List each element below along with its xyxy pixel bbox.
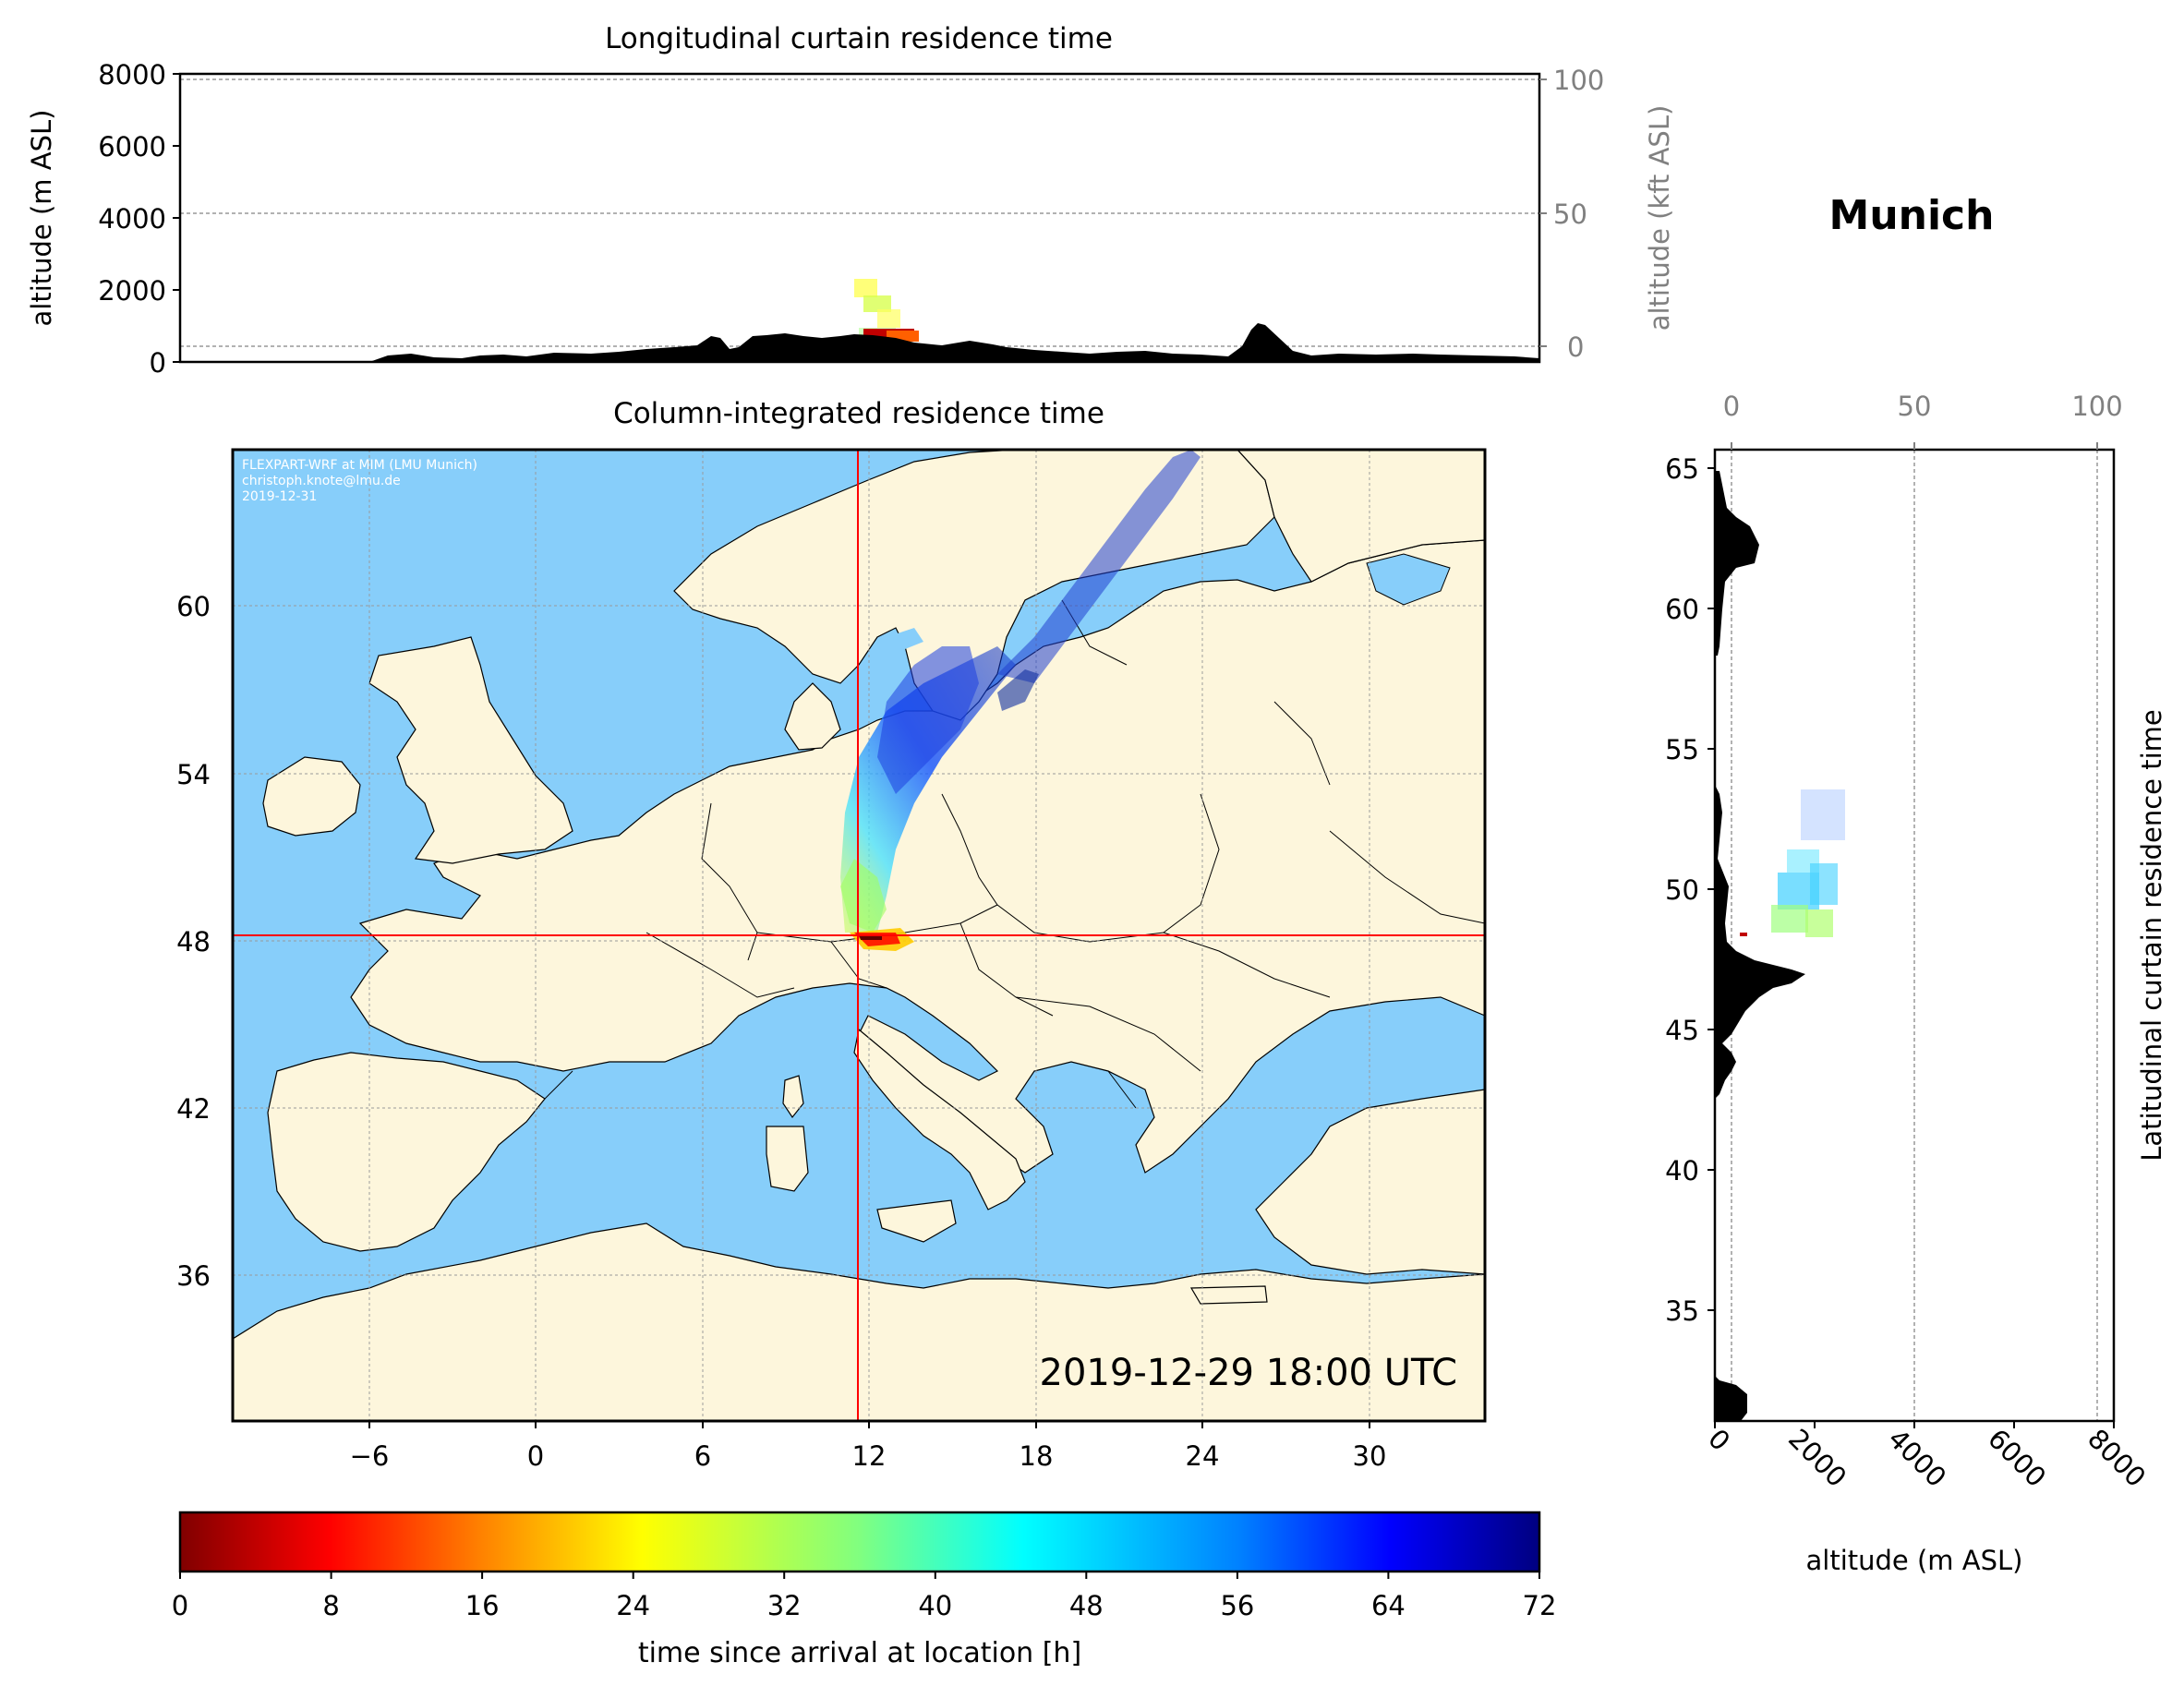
top-ytick: 8000 (98, 59, 166, 90)
map-xtick: 12 (852, 1440, 887, 1472)
map-ytick: 42 (176, 1093, 211, 1125)
right-ylabel: Latitudinal curtain residence time (2136, 709, 2167, 1162)
latitudinal-residence-blobs (1740, 789, 1845, 937)
colorbar-tick: 8 (322, 1590, 339, 1621)
map-area (233, 450, 1485, 1421)
map-frame (231, 448, 1487, 1423)
top-ytick: 4000 (98, 203, 166, 235)
right-ytick: 60 (1665, 594, 1699, 625)
map-ytick: 48 (176, 926, 211, 957)
right-plot-area (1715, 450, 2098, 1421)
colorbar-tick: 16 (465, 1590, 500, 1621)
land-italy (853, 1028, 1026, 1210)
colorbar-tick: 0 (172, 1590, 188, 1621)
land-sicily (876, 1199, 957, 1243)
top-plot-area (180, 78, 1539, 362)
land-europe (350, 539, 1485, 1275)
map-timestamp: 2019-12-29 18:00 UTC (1040, 1352, 1457, 1394)
colorbar-gradient (178, 1511, 1541, 1573)
map-gridlines (233, 450, 1485, 1421)
map-panel-title: Column-integrated residence time (613, 397, 1104, 430)
top-ylabel: altitude (m ASL) (26, 110, 57, 327)
land-corsica (782, 1075, 804, 1119)
location-title: Munich (1829, 192, 1995, 239)
colorbar-tick: 24 (616, 1590, 650, 1621)
top-ytick-right: 50 (1553, 199, 1587, 230)
colorbar-label: time since arrival at location [h] (638, 1637, 1081, 1669)
land-ireland (262, 756, 361, 837)
map-xtick: 6 (694, 1440, 711, 1472)
colorbar-tick: 40 (918, 1590, 952, 1621)
credit-line: FLEXPART-WRF at MIM (LMU Munich) (242, 458, 477, 473)
colorbar-tick: 64 (1371, 1590, 1406, 1621)
land-crete (1189, 1285, 1268, 1305)
land-great-britain (368, 636, 573, 864)
right-ytick: 35 (1665, 1295, 1699, 1327)
lake-ladoga (1366, 553, 1451, 606)
terrain-cross-section (1715, 471, 1805, 1421)
land-denmark (784, 682, 841, 751)
right-xtick: 0 (1702, 1423, 1736, 1457)
map-xtick: 18 (1020, 1440, 1054, 1472)
right-ytick: 45 (1665, 1015, 1699, 1046)
map-ytick: 60 (176, 591, 211, 622)
right-xtick: 2000 (1782, 1423, 1852, 1493)
colorbar-tick: 48 (1069, 1590, 1104, 1621)
landmasses (233, 450, 1485, 1421)
map-panel: Column-integrated residence time (176, 397, 1487, 1472)
top-ytick-right: 0 (1567, 331, 1584, 363)
latitudinal-curtain-panel: 35 40 45 50 55 60 65 0 50 100 0 2000 400… (1665, 391, 2167, 1576)
map-xtick: −6 (350, 1440, 390, 1472)
longitudinal-curtain-panel: Longitudinal curtain residence time 0 (26, 22, 1675, 379)
right-ytick: 55 (1665, 734, 1699, 765)
top-plot-frame (178, 72, 1541, 364)
right-xtick-top: 50 (1898, 391, 1932, 422)
right-ytick: 65 (1665, 453, 1699, 485)
land-finland (1237, 450, 1485, 583)
land-sardinia (766, 1126, 809, 1192)
colorbar-tick: 56 (1220, 1590, 1254, 1621)
right-xtick-top: 100 (2071, 391, 2122, 422)
map-xtick: 0 (527, 1440, 544, 1472)
colorbar-tick: 32 (767, 1590, 802, 1621)
top-ytick-right: 100 (1553, 65, 1604, 96)
longitudinal-residence-blobs (854, 279, 919, 342)
terrain-profile (180, 323, 1539, 362)
residence-time-plume (840, 450, 1201, 951)
map-xtick: 30 (1353, 1440, 1387, 1472)
top-ylabel-right: altitude (kft ASL) (1644, 105, 1675, 331)
top-ytick: 2000 (98, 275, 166, 307)
right-xtick: 6000 (1982, 1423, 2052, 1493)
right-xtick: 8000 (2081, 1423, 2152, 1493)
right-xtick: 4000 (1882, 1423, 1952, 1493)
credit-line: christoph.knote@lmu.de (242, 474, 401, 488)
colorbar: 0 8 16 24 32 40 48 56 64 72 time since a… (172, 1511, 1557, 1669)
credit-line: 2019-12-31 (242, 489, 317, 504)
land-iberia (267, 1052, 546, 1252)
colorbar-tick: 72 (1523, 1590, 1557, 1621)
right-xtick-top: 0 (1723, 391, 1740, 422)
top-ytick: 6000 (98, 131, 166, 163)
map-ytick: 36 (176, 1260, 211, 1292)
right-ytick: 50 (1665, 874, 1699, 906)
map-xtick: 24 (1186, 1440, 1220, 1472)
right-xlabel: altitude (m ASL) (1806, 1545, 2023, 1576)
top-panel-title: Longitudinal curtain residence time (605, 22, 1113, 55)
top-ytick: 0 (150, 347, 166, 379)
lake-vanern (887, 628, 923, 651)
map-ytick: 54 (176, 759, 211, 790)
right-ytick: 40 (1665, 1155, 1699, 1186)
